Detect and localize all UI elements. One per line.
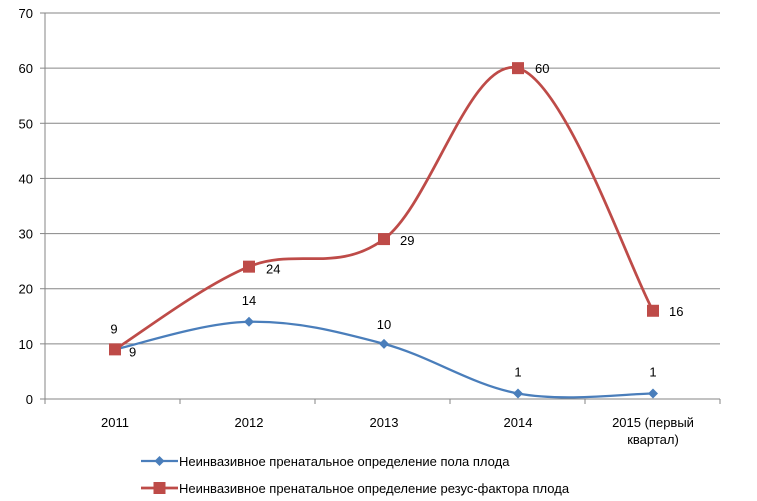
x-axis-ticks: 2011 2012 2013 2014 2015 (первый квартал) xyxy=(101,415,694,447)
series-2-marker xyxy=(647,304,659,317)
series-2-data-label: 16 xyxy=(669,304,683,319)
series-2-data-label: 9 xyxy=(129,344,136,359)
series-1-marker xyxy=(513,388,523,399)
series-2-marker xyxy=(512,62,524,75)
series-2-marker xyxy=(109,343,121,356)
series-2-marker xyxy=(243,260,255,273)
y-tick-label: 60 xyxy=(19,61,33,76)
x-tick-label: 2014 xyxy=(504,415,533,430)
series-2-data-label: 24 xyxy=(266,262,280,277)
y-tick-label: 30 xyxy=(19,227,33,242)
x-tick-label: 2015 (первый xyxy=(612,415,694,430)
series-1-marker xyxy=(244,316,254,327)
axes xyxy=(40,12,721,404)
series-1-marker xyxy=(648,388,658,399)
series-2-data-label: 60 xyxy=(535,61,549,76)
series-1-data-label: 1 xyxy=(514,364,521,379)
x-tick-label: 2013 xyxy=(370,415,399,430)
x-tick-label: 2011 xyxy=(101,415,129,430)
y-tick-label: 20 xyxy=(19,282,33,297)
series-2-marker xyxy=(378,233,390,246)
series-1-data-label: 1 xyxy=(649,364,656,379)
x-tick-label: 2012 xyxy=(235,415,264,430)
legend-label-2: Неинвазивное пренатальное определение ре… xyxy=(179,481,570,496)
series-2-data-label: 29 xyxy=(400,233,414,248)
y-tick-label: 50 xyxy=(19,116,33,131)
series-line-1 xyxy=(114,320,654,399)
y-tick-label: 70 xyxy=(19,6,33,21)
legend-marker-diamond xyxy=(154,456,165,466)
series-1-data-label: 10 xyxy=(377,317,391,332)
series-1-data-label: 14 xyxy=(242,293,256,308)
y-axis-ticks: 0 10 20 30 40 50 60 70 xyxy=(19,6,33,407)
series-line-2 xyxy=(114,66,655,351)
legend-label-1: Неинвазивное пренатальное определение по… xyxy=(179,454,510,469)
y-tick-label: 10 xyxy=(19,337,33,352)
legend: Неинвазивное пренатальное определение по… xyxy=(141,454,570,496)
series-1-data-label: 9 xyxy=(110,321,117,336)
legend-marker-square xyxy=(153,482,166,494)
y-tick-label: 40 xyxy=(19,171,33,186)
series-layer xyxy=(109,62,659,399)
y-tick-label: 0 xyxy=(26,392,33,407)
series-1-marker xyxy=(379,338,389,349)
x-tick-label: квартал) xyxy=(627,432,679,447)
gridlines xyxy=(45,12,720,345)
